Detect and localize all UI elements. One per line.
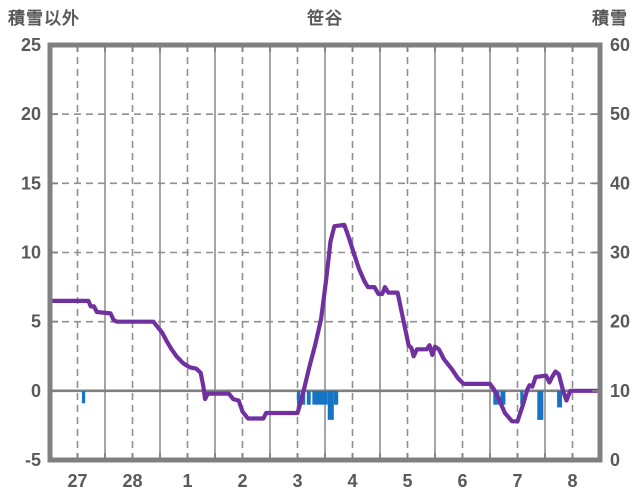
snow-bar bbox=[520, 390, 524, 405]
snow-bar bbox=[557, 390, 563, 408]
left-axis-title: 積雪以外 bbox=[8, 9, 80, 28]
x-axis-day-label: 1 bbox=[182, 471, 192, 491]
left-axis-tick-label: 25 bbox=[21, 35, 41, 55]
left-axis-tick-label: 20 bbox=[21, 104, 41, 124]
snow-bar bbox=[296, 390, 301, 405]
left-axis-tick-label: -5 bbox=[25, 450, 41, 470]
left-axis-tick-label: 10 bbox=[21, 243, 41, 263]
left-axis-tick-label: 5 bbox=[31, 312, 41, 332]
snow-bar bbox=[333, 390, 339, 405]
x-axis-day-label: 6 bbox=[457, 471, 467, 491]
chart-title: 笹谷 bbox=[307, 9, 343, 28]
snow-bar bbox=[306, 390, 311, 405]
snow-bar bbox=[81, 390, 86, 404]
right-axis-tick-label: 50 bbox=[610, 104, 630, 124]
x-axis-day-label: 7 bbox=[512, 471, 522, 491]
left-axis-tick-label: 15 bbox=[21, 173, 41, 193]
x-axis-day-label: 8 bbox=[567, 471, 577, 491]
snow-bar bbox=[537, 390, 544, 420]
snow-bar bbox=[327, 390, 334, 420]
right-axis-title: 積雪 bbox=[592, 9, 628, 28]
right-axis-tick-label: 20 bbox=[610, 312, 630, 332]
x-axis-day-label: 28 bbox=[122, 471, 142, 491]
right-axis-tick-label: 30 bbox=[610, 243, 630, 263]
right-axis-tick-label: 60 bbox=[610, 35, 630, 55]
snow-bar bbox=[500, 390, 506, 405]
left-axis-tick-label: 0 bbox=[31, 381, 41, 401]
right-axis-tick-label: 10 bbox=[610, 381, 630, 401]
snow-bar bbox=[312, 390, 328, 405]
value-line bbox=[47, 222, 603, 424]
right-axis-tick-label: 40 bbox=[610, 173, 630, 193]
right-axis-tick-label: 0 bbox=[610, 450, 620, 470]
x-axis-day-label: 4 bbox=[347, 471, 357, 491]
x-axis-day-label: 2 bbox=[237, 471, 247, 491]
x-axis-day-label: 27 bbox=[67, 471, 87, 491]
x-axis-day-label: 5 bbox=[402, 471, 412, 491]
x-axis-day-label: 3 bbox=[292, 471, 302, 491]
